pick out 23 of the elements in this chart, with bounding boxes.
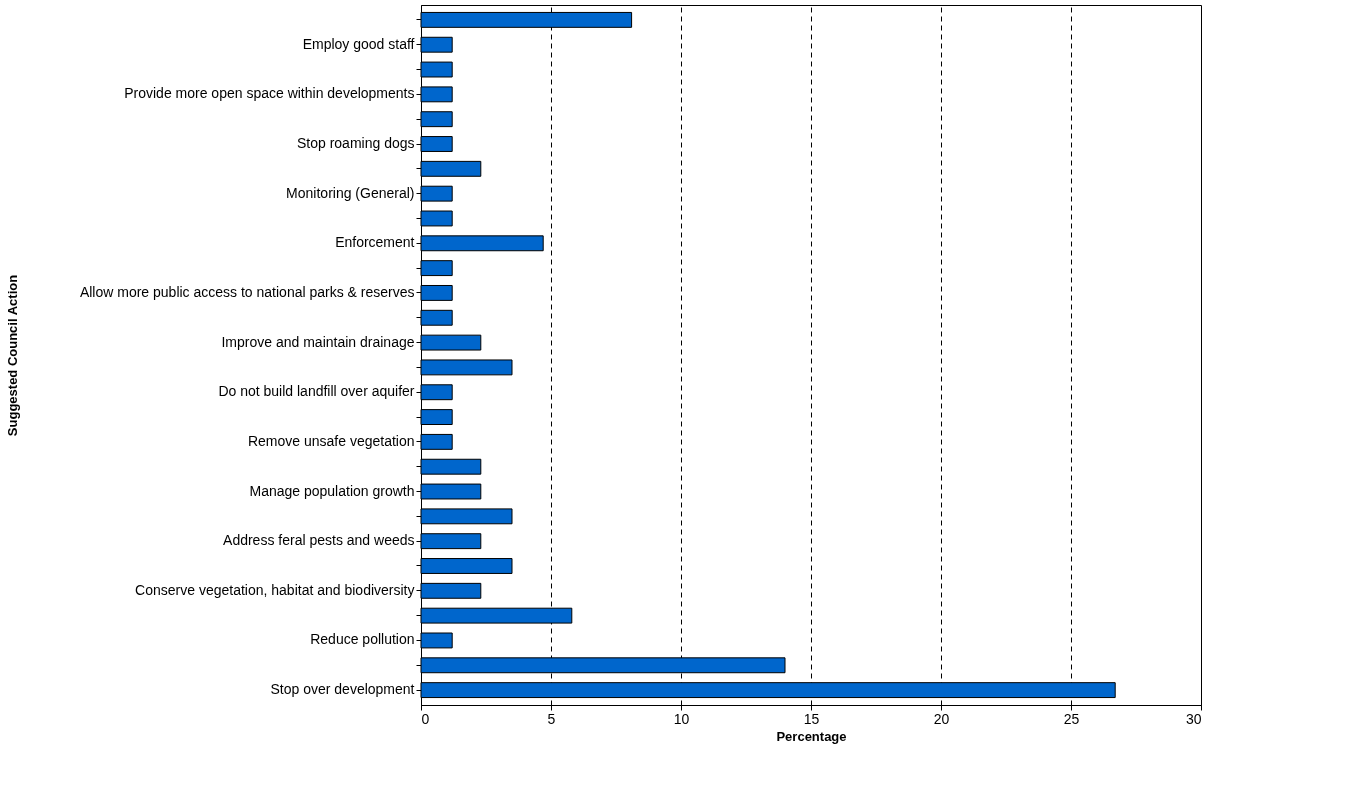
y-tick-label: Enforcement	[335, 234, 415, 251]
y-tick-label: Employ good staff	[302, 35, 415, 52]
y-tick-label: Improve and maintain drainage	[221, 333, 415, 350]
y-tick-label: Provide more open space within developments	[124, 85, 415, 102]
x-tick-label: 15	[803, 710, 820, 727]
y-tick-label: Stop over development	[270, 681, 415, 698]
x-tick-label: 20	[933, 710, 950, 727]
x-tick-label: 0	[421, 710, 430, 727]
y-tick-label: Address feral pests and weeds	[223, 532, 415, 549]
y-tick-label: Manage population growth	[249, 482, 415, 499]
y-tick-label: Stop roaming dogs	[296, 135, 415, 152]
x-tick-label: 30	[1185, 710, 1202, 727]
x-axis-title: Percentage	[776, 728, 847, 744]
x-tick-label: 5	[547, 710, 556, 727]
y-tick-label: Reduce pollution	[310, 631, 415, 648]
y-tick-label: Allow more public access to national parks & reserves	[79, 283, 415, 300]
x-tick-label: 10	[673, 710, 690, 727]
x-tick-label: 25	[1063, 710, 1080, 727]
y-tick-label: Monitoring (General)	[286, 184, 415, 201]
y-tick-label: Do not build landfill over aquifer	[218, 383, 415, 400]
y-axis-title: Suggested Council Action	[4, 274, 20, 437]
y-tick-label: Remove unsafe vegetation	[247, 432, 415, 449]
y-tick-label: Conserve vegetation, habitat and biodiversity	[135, 581, 415, 598]
